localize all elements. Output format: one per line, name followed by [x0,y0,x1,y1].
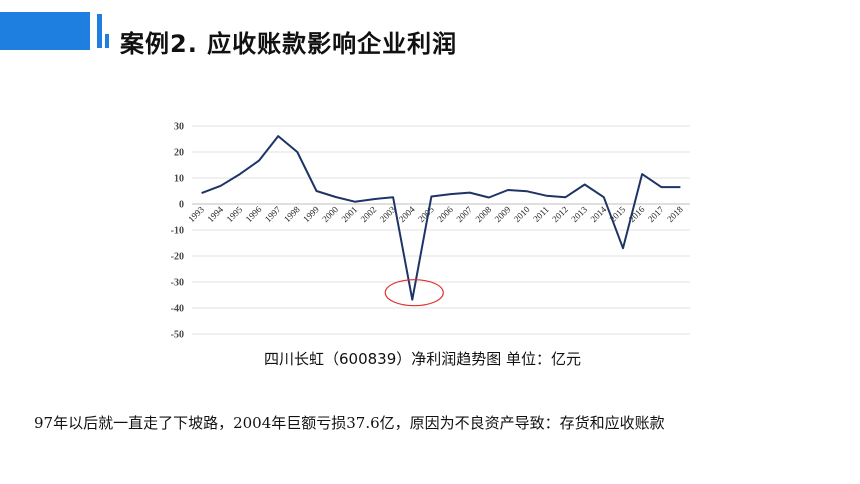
y-tick-label: -10 [171,226,184,237]
x-tick-label: 2000 [320,204,340,224]
x-tick-label: 2006 [435,204,455,224]
y-tick-label: -50 [171,330,184,341]
highlight-ellipse [384,279,444,307]
x-tick-label: 2004 [397,204,417,224]
x-tick-label: 2017 [646,204,666,224]
y-tick-label: -40 [171,304,184,315]
y-tick-label: -30 [171,278,184,289]
x-tick-label: 1995 [224,204,244,224]
x-tick-label: 2007 [454,204,474,224]
y-tick-label: 20 [174,148,184,159]
y-tick-label: 10 [174,174,184,185]
x-tick-label: 2002 [359,204,379,224]
x-tick-label: 2010 [512,204,532,224]
header-bar [0,12,90,50]
x-tick-label: 2008 [473,204,493,224]
header-accent-line-short [105,34,109,48]
x-tick-label: 1999 [301,204,321,224]
x-tick-label: 1996 [244,204,264,224]
x-tick-label: 2013 [569,204,589,224]
x-tick-label: 2009 [493,204,513,224]
x-tick-label: 1994 [205,204,225,224]
x-tick-label: 1998 [282,204,302,224]
explanation-note: 97年以后就一直走了下坡路，2004年巨额亏损37.6亿，原因为不良资产导致：存… [34,414,665,432]
x-tick-label: 2012 [550,204,570,224]
x-tick-label: 2011 [531,204,551,224]
x-tick-label: 2014 [588,204,608,224]
header-accent-line [97,14,102,48]
y-tick-label: 30 [174,122,184,133]
x-tick-label: 1997 [263,204,283,224]
y-tick-label: 0 [179,200,184,211]
x-tick-label: 2018 [665,204,685,224]
chart-caption: 四川长虹（600839）净利润趋势图 单位：亿元 [263,350,582,368]
page-title: 案例2. 应收账款影响企业利润 [120,30,458,58]
x-tick-label: 2001 [339,204,359,224]
series-line [201,135,681,301]
x-tick-label: 1993 [186,204,206,224]
y-tick-label: -20 [171,252,184,263]
